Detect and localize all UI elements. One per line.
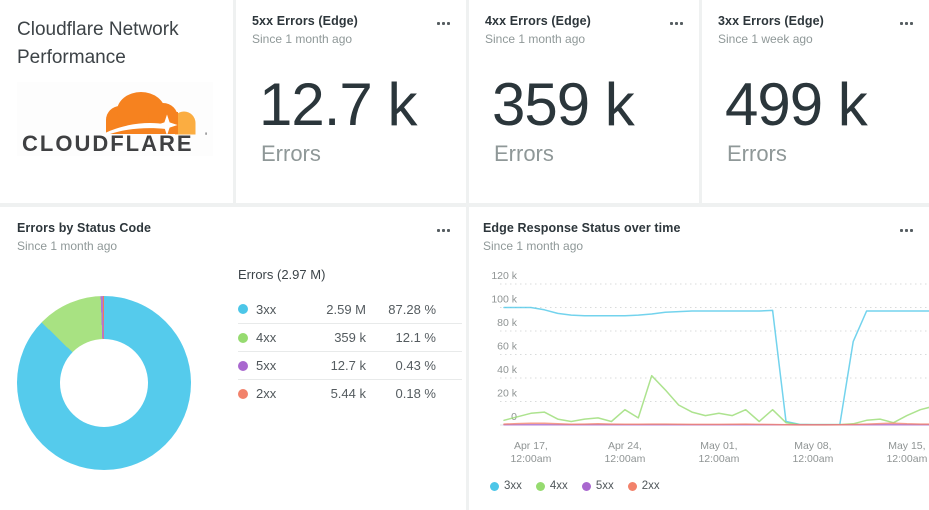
card-title: 3xx Errors (Edge) bbox=[718, 14, 824, 28]
card-subtitle: Since 1 week ago bbox=[718, 32, 813, 46]
svg-text:May 15,: May 15, bbox=[888, 440, 925, 452]
table-row[interactable]: 2xx 5.44 k 0.18 % bbox=[238, 379, 462, 407]
row-label: 2xx bbox=[256, 386, 277, 401]
svg-text:': ' bbox=[205, 131, 207, 143]
card-title: 5xx Errors (Edge) bbox=[252, 14, 358, 28]
card-menu-icon[interactable] bbox=[437, 229, 450, 232]
legend-label: 5xx bbox=[595, 480, 614, 492]
series-color-dot bbox=[238, 332, 248, 343]
card-title: Edge Response Status over time bbox=[483, 221, 681, 235]
row-label: 3xx bbox=[256, 301, 277, 317]
stat-unit: Errors bbox=[494, 141, 554, 166]
legend-item-2xx[interactable]: 2xx bbox=[627, 480, 660, 492]
svg-text:12:00am: 12:00am bbox=[792, 453, 833, 465]
series-color-dot bbox=[490, 481, 499, 491]
card-menu-icon[interactable] bbox=[670, 22, 683, 25]
row-value: 12.7 k bbox=[330, 358, 366, 373]
donut-chart[interactable] bbox=[17, 296, 191, 470]
stat-unit: Errors bbox=[261, 141, 321, 166]
svg-text:60 k: 60 k bbox=[497, 341, 518, 353]
dashboard-title-card: Cloudflare Network Performance CLOUDFLAR… bbox=[0, 0, 233, 203]
legend-table-header: Errors (2.97 M) bbox=[238, 267, 326, 282]
row-percent: 12.1 % bbox=[395, 330, 436, 345]
row-label: 4xx bbox=[256, 330, 277, 345]
series-color-dot bbox=[581, 481, 591, 491]
stat-card-3xx: 3xx Errors (Edge) Since 1 week ago 499 k… bbox=[702, 0, 929, 203]
errors-by-status-card: Errors by Status Code Since 1 month ago … bbox=[0, 207, 466, 510]
row-label: 5xx bbox=[256, 358, 277, 373]
svg-text:12:00am: 12:00am bbox=[604, 453, 645, 465]
row-percent: 0.18 % bbox=[395, 386, 436, 401]
svg-text:40 k: 40 k bbox=[497, 364, 518, 376]
stat-unit: Errors bbox=[727, 141, 787, 166]
card-subtitle: Since 1 month ago bbox=[17, 239, 118, 253]
line-chart-legend: 3xx 4xx 5xx 2xx bbox=[490, 480, 660, 492]
svg-text:80 k: 80 k bbox=[497, 317, 518, 329]
stat-value: 12.7 k bbox=[259, 71, 417, 138]
card-subtitle: Since 1 month ago bbox=[483, 239, 584, 253]
row-percent: 87.28 % bbox=[388, 301, 436, 317]
legend-label: 4xx bbox=[549, 480, 568, 492]
svg-text:100 k: 100 k bbox=[491, 294, 517, 306]
row-value: 359 k bbox=[334, 330, 366, 345]
donut-hole bbox=[60, 339, 148, 427]
series-color-dot bbox=[627, 481, 637, 491]
card-menu-icon[interactable] bbox=[900, 229, 913, 232]
row-value: 2.59 M bbox=[326, 301, 366, 317]
card-title: 4xx Errors (Edge) bbox=[485, 14, 591, 28]
svg-text:12:00am: 12:00am bbox=[886, 453, 927, 465]
series-color-dot bbox=[238, 388, 248, 399]
table-row[interactable]: 4xx 359 k 12.1 % bbox=[238, 323, 462, 351]
stat-card-5xx: 5xx Errors (Edge) Since 1 month ago 12.7… bbox=[236, 0, 466, 203]
stat-value: 359 k bbox=[492, 71, 635, 138]
card-subtitle: Since 1 month ago bbox=[252, 32, 353, 46]
card-menu-icon[interactable] bbox=[437, 22, 450, 25]
dashboard-title: Cloudflare Network Performance bbox=[17, 16, 179, 72]
legend-item-4xx[interactable]: 4xx bbox=[535, 480, 568, 492]
donut-legend-table: Errors (2.97 M) 3xx 2.59 M 87.28 % 4xx 3… bbox=[238, 267, 462, 407]
legend-label: 3xx bbox=[504, 480, 522, 492]
edge-response-card: Edge Response Status over time Since 1 m… bbox=[469, 207, 929, 510]
svg-text:20 k: 20 k bbox=[497, 388, 518, 400]
stat-card-4xx: 4xx Errors (Edge) Since 1 month ago 359 … bbox=[469, 0, 699, 203]
series-color-dot bbox=[238, 360, 248, 371]
cloudflare-logo-image: CLOUDFLARE ' bbox=[22, 92, 207, 156]
dashboard-title-line2: Performance bbox=[17, 47, 126, 68]
cloudflare-logo: CLOUDFLARE ' bbox=[17, 82, 213, 156]
card-menu-icon[interactable] bbox=[900, 22, 913, 25]
stat-value: 499 k bbox=[725, 71, 868, 138]
table-row[interactable]: 5xx 12.7 k 0.43 % bbox=[238, 351, 462, 379]
series-color-dot bbox=[238, 304, 248, 314]
svg-text:May 01,: May 01, bbox=[700, 440, 737, 452]
svg-text:May 08,: May 08, bbox=[794, 440, 831, 452]
row-percent: 0.43 % bbox=[395, 358, 436, 373]
row-value: 5.44 k bbox=[330, 386, 366, 401]
svg-text:CLOUDFLARE: CLOUDFLARE bbox=[22, 131, 194, 156]
svg-text:120 k: 120 k bbox=[491, 270, 517, 282]
svg-text:12:00am: 12:00am bbox=[510, 453, 551, 465]
legend-item-5xx[interactable]: 5xx bbox=[581, 480, 614, 492]
legend-item-3xx[interactable]: 3xx bbox=[490, 480, 522, 492]
card-title: Errors by Status Code bbox=[17, 221, 152, 235]
dashboard-title-line1: Cloudflare Network bbox=[17, 19, 179, 40]
svg-text:12:00am: 12:00am bbox=[698, 453, 739, 465]
table-row[interactable]: 3xx 2.59 M 87.28 % bbox=[238, 295, 462, 323]
svg-text:Apr 17,: Apr 17, bbox=[514, 440, 548, 452]
legend-label: 2xx bbox=[641, 480, 660, 492]
svg-text:Apr 24,: Apr 24, bbox=[608, 440, 642, 452]
series-color-dot bbox=[535, 481, 545, 491]
card-subtitle: Since 1 month ago bbox=[485, 32, 586, 46]
